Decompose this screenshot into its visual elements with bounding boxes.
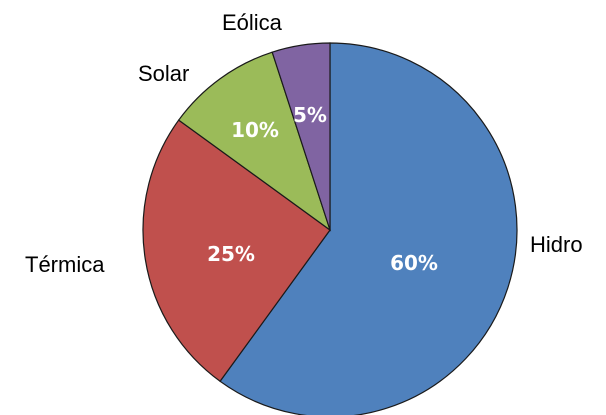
data-label-eolica: 5% — [293, 103, 327, 127]
pie-slice-hidro — [219, 42, 518, 415]
category-label-solar: Solar — [138, 61, 189, 86]
data-label-hidro: 60% — [390, 251, 438, 275]
data-label-termica: 25% — [207, 242, 255, 266]
pie-slice-eolica — [271, 42, 331, 231]
pie-slices — [142, 42, 518, 415]
pie-labels: Hidro 60% Térmica 25% Solar 10% Eólica 5% — [25, 10, 583, 277]
category-label-eolica: Eólica — [222, 10, 283, 35]
category-label-termica: Térmica — [25, 252, 105, 277]
data-label-solar: 10% — [231, 118, 279, 142]
pie-slice-termica — [142, 119, 331, 383]
pie-slice-solar — [177, 51, 332, 232]
category-label-hidro: Hidro — [530, 232, 583, 257]
